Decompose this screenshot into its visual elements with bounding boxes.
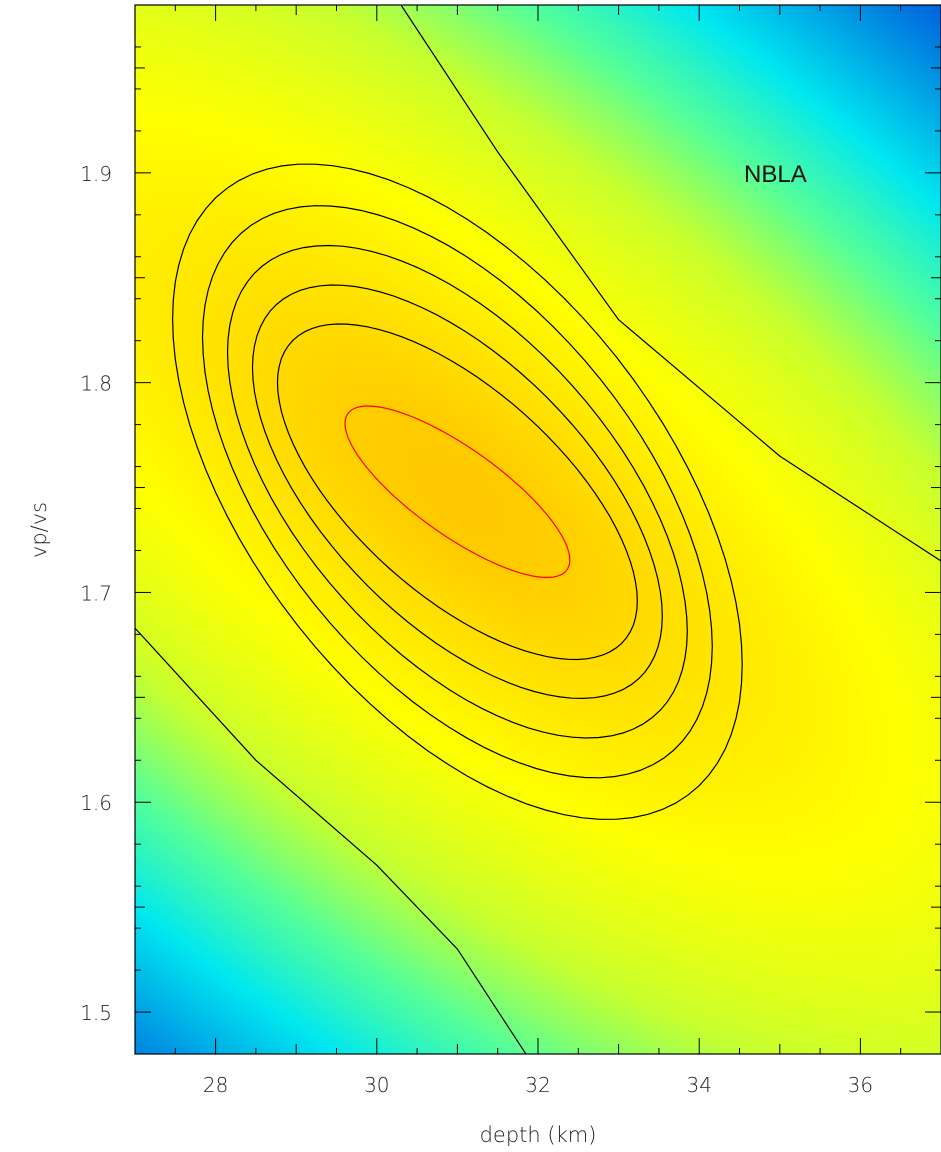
- contour-level-1: [276, 323, 638, 661]
- y-tick-label: 1.9: [80, 162, 112, 186]
- contour-level-3: [226, 244, 688, 739]
- contour-best-fit: [344, 405, 571, 578]
- station-name-annotation: NBLA: [744, 161, 807, 188]
- contour-level-5: [171, 163, 743, 820]
- x-axis-ticks: 28 30 32 34 36: [134, 5, 941, 1097]
- heatmap-image: [135, 5, 941, 1054]
- x-tick-label: 30: [364, 1073, 389, 1097]
- y-tick-label: 1.5: [80, 1001, 112, 1025]
- y-tick-label: 1.7: [80, 581, 112, 605]
- y-tick-label: 1.6: [80, 791, 112, 815]
- x-tick-label: 34: [686, 1073, 711, 1097]
- x-tick-label: 32: [525, 1073, 550, 1097]
- y-axis-ticks: 1.5 1.6 1.7 1.8 1.9: [80, 4, 941, 1055]
- y-axis-label: vp/vs: [27, 502, 51, 558]
- contour-far-upper: [400, 5, 941, 562]
- contour-lines: [135, 5, 941, 1054]
- y-tick-label: 1.8: [80, 372, 112, 396]
- x-tick-label: 36: [848, 1073, 873, 1097]
- plot-area: [135, 5, 941, 1054]
- x-axis-label: depth (km): [480, 1123, 597, 1147]
- contour-far-lower: [135, 627, 527, 1054]
- contour-level-2: [251, 284, 663, 700]
- x-tick-label: 28: [203, 1073, 228, 1097]
- contour-level-4: [201, 205, 713, 779]
